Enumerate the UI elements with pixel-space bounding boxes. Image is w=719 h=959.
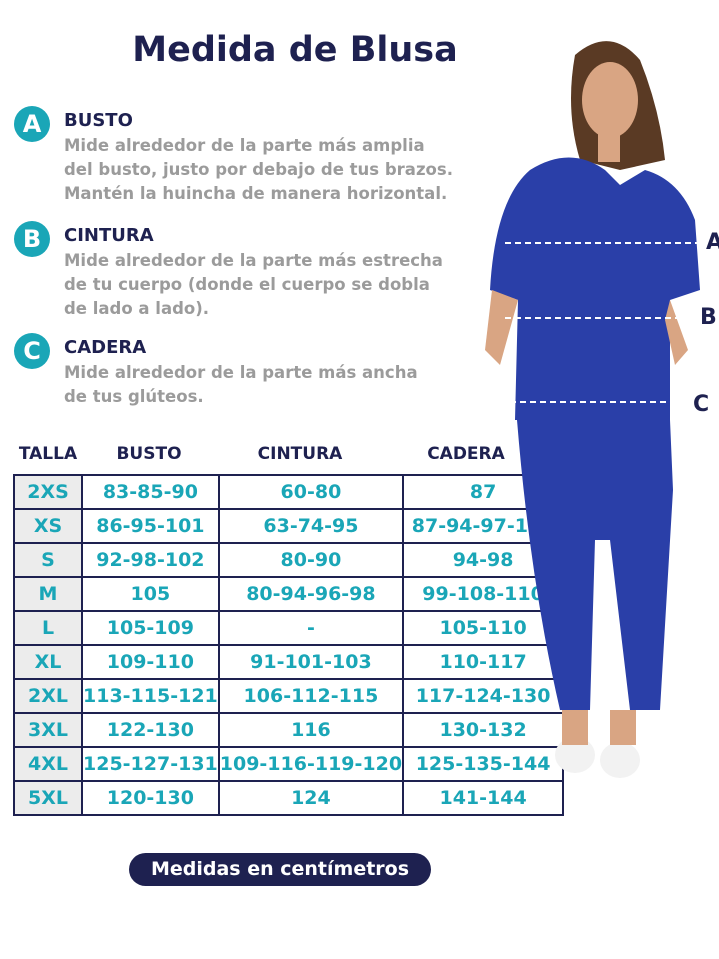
table-row: XL 109-110 91-101-103 110-117 [13,644,565,680]
table-cell: 120-130 [81,780,220,816]
table-row: M 105 80-94-96-98 99-108-110 [13,576,565,612]
letter-a-badge: A [14,106,50,142]
table-row: L 105-109-105-110 [13,610,565,646]
table-cell: - [217,610,405,646]
table-cell: 106-112-115 [217,678,405,714]
section-description: Mide alrededor de la parte más ancha de … [64,361,418,409]
table-row: 4XL 125-127-131 109-116-119-120 125-135-144 [13,746,565,782]
table-cell: 141-144 [402,780,565,816]
table-row: 5XL 120-130 124 141-144 [13,780,565,816]
table-cell: 80-94-96-98 [217,576,405,612]
table-cell: 92-98-102 [81,542,220,578]
units-button[interactable]: Medidas en centímetros [129,853,431,886]
table-cell: 117-124-130 [402,678,565,714]
table-cell: 2XS [13,474,83,510]
table-cell: 105-109 [81,610,220,646]
header-cadera: CADERA [427,444,505,464]
table-row: 2XS 83-85-90 60-80 87 [13,474,565,510]
table-cell: 125-135-144 [402,746,565,782]
desc-line: de lado a lado). [64,299,210,318]
table-cell: S [13,542,83,578]
table-cell: 5XL [13,780,83,816]
header-cintura: CINTURA [257,444,343,464]
table-cell: 116 [217,712,405,748]
section-label: BUSTO [64,110,133,131]
table-cell: 105 [81,576,220,612]
table-cell: 124 [217,780,405,816]
table-cell: 125-127-131 [81,746,220,782]
table-cell: 109-116-119-120 [217,746,405,782]
table-cell: 105-110 [402,610,565,646]
table-cell: 2XL [13,678,83,714]
desc-line: Mantén la huincha de manera horizontal. [64,184,448,203]
table-cell: M [13,576,83,612]
table-cell: XL [13,644,83,680]
table-row: 2XL 113-115-121 106-112-115 117-124-130 [13,678,565,714]
table-cell: 4XL [13,746,83,782]
desc-line: Mide alrededor de la parte más ancha [64,363,418,382]
table-cell: 109-110 [81,644,220,680]
table-cell: 110-117 [402,644,565,680]
section-label: CINTURA [64,225,154,246]
header-talla: TALLA [18,444,78,464]
section-description: Mide alrededor de la parte más amplia de… [64,134,453,206]
desc-line: Mide alrededor de la parte más estrecha [64,251,443,270]
table-row: 3XL 122-130 116 130-132 [13,712,565,748]
table-cell: 91-101-103 [217,644,405,680]
desc-line: de tus glúteos. [64,387,204,406]
letter-b-badge: B [14,221,50,257]
marker-b: B [700,305,717,330]
desc-line: de tu cuerpo (donde el cuerpo se dobla [64,275,430,294]
model-figure [485,41,700,778]
marker-a: A [706,230,719,255]
letter-c-badge: C [14,333,50,369]
table-cell: 113-115-121 [81,678,220,714]
marker-c: C [693,392,710,417]
page-title: Medida de Blusa [132,30,458,70]
desc-line: Mide alrededor de la parte más amplia [64,136,425,155]
table-cell: L [13,610,83,646]
table-cell: 60-80 [217,474,405,510]
table-cell: 80-90 [217,542,405,578]
table-cell: 3XL [13,712,83,748]
table-cell: 83-85-90 [81,474,220,510]
table-cell: 122-130 [81,712,220,748]
table-cell: 86-95-101 [81,508,220,544]
section-label: CADERA [64,337,147,358]
section-description: Mide alrededor de la parte más estrecha … [64,249,443,321]
header-busto: BUSTO [116,444,182,464]
table-cell: 63-74-95 [217,508,405,544]
size-table: 2XS 83-85-90 60-80 87 XS 86-95-101 63-74-95 87-… [13,474,565,816]
table-cell: 130-132 [402,712,565,748]
desc-line: del busto, justo por debajo de tus brazo… [64,160,453,179]
table-cell: XS [13,508,83,544]
